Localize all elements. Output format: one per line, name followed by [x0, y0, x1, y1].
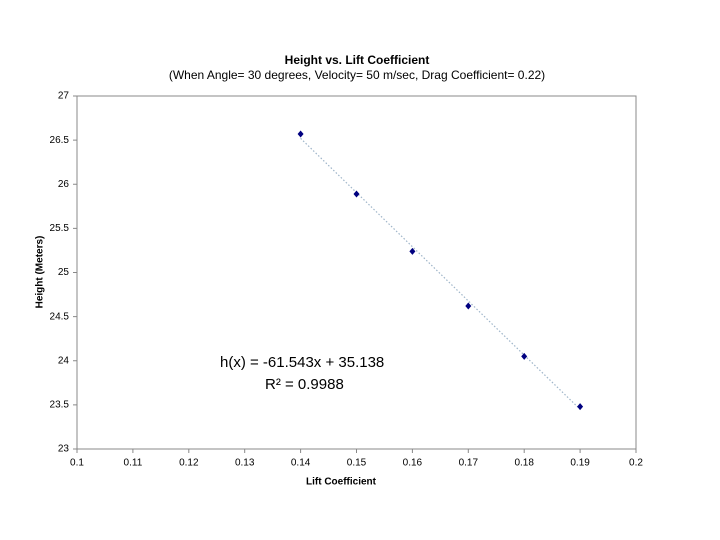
x-tick-label: 0.17 — [459, 458, 479, 469]
y-tick-label: 25.5 — [50, 223, 70, 234]
y-tick-label: 24.5 — [50, 311, 70, 322]
y-tick-label: 27 — [58, 91, 70, 102]
x-tick-label: 0.11 — [124, 458, 143, 469]
x-tick-label: 0.19 — [570, 458, 590, 469]
data-point — [577, 403, 584, 411]
chart-subtitle: (When Angle= 30 degrees, Velocity= 50 m/… — [169, 68, 545, 82]
data-point — [521, 352, 528, 360]
chart-title: Height vs. Lift Coefficient — [285, 53, 430, 67]
x-axis-label: Lift Coefficient — [306, 477, 377, 488]
x-tick-label: 0.16 — [403, 458, 423, 469]
y-tick-label: 25 — [58, 267, 70, 278]
x-tick-label: 0.1 — [70, 458, 84, 469]
x-tick-label: 0.2 — [629, 458, 643, 469]
y-tick-label: 23.5 — [50, 400, 70, 411]
x-tick-label: 0.12 — [179, 458, 199, 469]
data-point — [465, 302, 472, 310]
y-tick-label: 24 — [58, 355, 70, 366]
x-tick-label: 0.18 — [514, 458, 534, 469]
data-point — [353, 190, 360, 198]
x-tick-label: 0.13 — [235, 458, 255, 469]
y-tick-label: 26 — [58, 179, 70, 190]
y-tick-label: 23 — [58, 444, 70, 455]
trendline-equation: h(x) = -61.543x + 35.138 — [220, 354, 384, 371]
y-axis-label: Height (Meters) — [35, 236, 46, 309]
data-point — [409, 247, 416, 255]
y-tick-label: 26.5 — [50, 135, 70, 146]
r-squared: R² = 0.9988 — [265, 376, 344, 393]
data-point — [297, 130, 304, 138]
x-tick-label: 0.15 — [347, 458, 367, 469]
x-tick-label: 0.14 — [291, 458, 311, 469]
